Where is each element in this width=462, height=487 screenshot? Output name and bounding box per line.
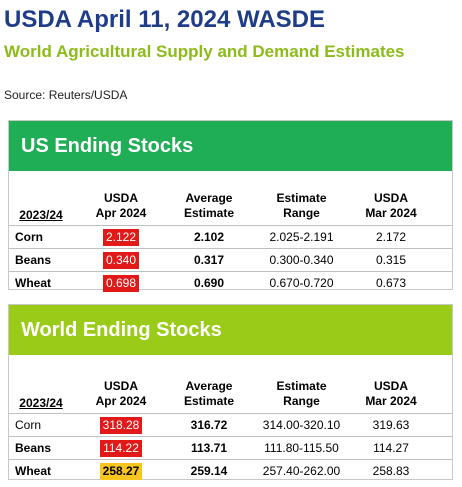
average-cell: 259.14 bbox=[190, 464, 228, 478]
usda-apr-cell: 2.122 bbox=[81, 227, 161, 247]
range-cell: 0.300-0.340 bbox=[269, 253, 334, 267]
col-line1: USDA bbox=[103, 191, 138, 205]
highlighted-value: 0.698 bbox=[102, 274, 140, 292]
col-line2: Apr 2024 bbox=[95, 206, 147, 220]
row-rule bbox=[9, 248, 452, 249]
world-header-row: 2023/24 USDA Apr 2024 Average Estimate E… bbox=[9, 377, 452, 410]
col-line2: Range bbox=[283, 394, 320, 408]
range-cell: 257.40-262.00 bbox=[262, 464, 341, 478]
highlighted-value: 2.122 bbox=[102, 228, 140, 246]
highlighted-value: 258.27 bbox=[99, 462, 143, 480]
us-col-usda-mar: USDA Mar 2024 bbox=[351, 189, 431, 223]
row-label: Corn bbox=[15, 230, 43, 244]
col-line2: Estimate bbox=[183, 206, 235, 220]
col-line1: USDA bbox=[373, 379, 408, 393]
range-cell: 314.00-320.10 bbox=[262, 418, 341, 432]
col-line1: USDA bbox=[103, 379, 138, 393]
average-cell: 316.72 bbox=[190, 418, 228, 432]
usda-apr-cell: 114.22 bbox=[81, 438, 161, 458]
world-col-usda-mar: USDA Mar 2024 bbox=[351, 377, 431, 411]
usda-apr-cell: 0.340 bbox=[81, 250, 161, 270]
us-year-header: 2023/24 bbox=[19, 208, 63, 222]
table-row: Wheat 0.698 0.690 0.670-0.720 0.673 bbox=[9, 273, 452, 293]
row-label: Wheat bbox=[15, 276, 51, 290]
world-year-header: 2023/24 bbox=[19, 396, 63, 410]
row-rule bbox=[9, 436, 452, 437]
world-ending-stocks-panel: World Ending Stocks 2023/24 USDA Apr 202… bbox=[8, 304, 453, 480]
usda-apr-cell: 318.28 bbox=[81, 415, 161, 435]
col-line1: Average bbox=[185, 379, 233, 393]
average-cell: 0.690 bbox=[193, 276, 225, 290]
world-col-usda-apr: USDA Apr 2024 bbox=[81, 377, 161, 411]
page-subtitle: World Agricultural Supply and Demand Est… bbox=[4, 42, 405, 61]
usda-mar-cell: 114.27 bbox=[373, 441, 409, 455]
row-label: Beans bbox=[15, 253, 52, 267]
world-col-range: Estimate Range bbox=[254, 377, 349, 411]
table-row: Beans 0.340 0.317 0.300-0.340 0.315 bbox=[9, 250, 452, 270]
col-line2: Mar 2024 bbox=[365, 394, 417, 408]
average-cell: 113.71 bbox=[190, 441, 228, 455]
row-rule bbox=[9, 459, 452, 460]
col-line2: Apr 2024 bbox=[95, 394, 147, 408]
usda-mar-cell: 0.673 bbox=[375, 276, 407, 290]
highlighted-value: 318.28 bbox=[99, 416, 143, 434]
row-rule bbox=[9, 271, 452, 272]
us-header-rule bbox=[9, 225, 452, 226]
col-line1: Estimate bbox=[276, 191, 327, 205]
usda-apr-cell: 0.698 bbox=[81, 273, 161, 293]
col-line2: Mar 2024 bbox=[365, 206, 417, 220]
col-line1: Average bbox=[185, 191, 233, 205]
row-label: Beans bbox=[15, 441, 52, 455]
highlighted-value: 0.340 bbox=[102, 251, 140, 269]
average-cell: 2.102 bbox=[193, 230, 225, 244]
source-note: Source: Reuters/USDA bbox=[4, 88, 128, 102]
average-cell: 0.317 bbox=[193, 253, 225, 267]
us-header-row: 2023/24 USDA Apr 2024 Average Estimate E… bbox=[9, 189, 452, 222]
range-cell: 111.80-115.50 bbox=[264, 441, 339, 455]
col-line2: Range bbox=[283, 206, 320, 220]
us-col-range: Estimate Range bbox=[254, 189, 349, 223]
col-line1: USDA bbox=[373, 191, 408, 205]
col-line2: Estimate bbox=[183, 394, 235, 408]
us-col-average: Average Estimate bbox=[169, 189, 249, 223]
highlighted-value: 114.22 bbox=[100, 439, 142, 457]
range-cell: 0.670-0.720 bbox=[269, 276, 334, 290]
usda-mar-cell: 0.315 bbox=[375, 253, 407, 267]
world-col-average: Average Estimate bbox=[169, 377, 249, 411]
world-band-title: World Ending Stocks bbox=[9, 305, 452, 355]
us-col-usda-apr: USDA Apr 2024 bbox=[81, 189, 161, 223]
us-ending-stocks-panel: US Ending Stocks 2023/24 USDA Apr 2024 A… bbox=[8, 120, 453, 293]
world-header-rule bbox=[9, 413, 452, 414]
usda-mar-cell: 258.83 bbox=[372, 464, 410, 478]
table-row: Corn 2.122 2.102 2.025-2.191 2.172 bbox=[9, 227, 452, 247]
col-line1: Estimate bbox=[276, 379, 327, 393]
row-label: Wheat bbox=[15, 464, 51, 478]
usda-apr-cell: 258.27 bbox=[81, 461, 161, 481]
usda-mar-cell: 2.172 bbox=[375, 230, 407, 244]
range-cell: 2.025-2.191 bbox=[269, 230, 334, 244]
table-row: Wheat 258.27 259.14 257.40-262.00 258.83 bbox=[9, 461, 452, 481]
row-label: Corn bbox=[15, 418, 42, 432]
table-row: Corn 318.28 316.72 314.00-320.10 319.63 bbox=[9, 415, 452, 435]
us-band-title: US Ending Stocks bbox=[9, 121, 452, 171]
usda-mar-cell: 319.63 bbox=[372, 418, 410, 432]
page-title: USDA April 11, 2024 WASDE bbox=[4, 6, 325, 33]
table-row: Beans 114.22 113.71 111.80-115.50 114.27 bbox=[9, 438, 452, 458]
